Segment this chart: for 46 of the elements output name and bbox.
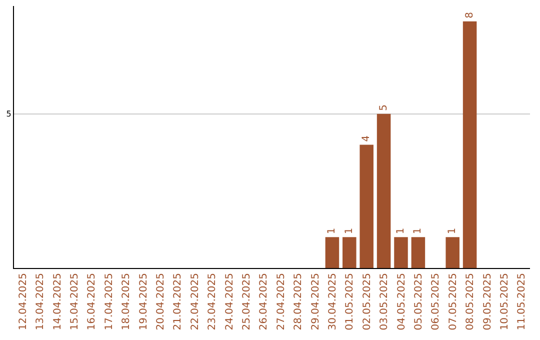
bar — [394, 237, 408, 268]
x-tick-label: 20.04.2025 — [155, 273, 166, 330]
x-tick-label: 26.04.2025 — [258, 273, 270, 330]
data-label: 1 — [344, 228, 355, 234]
x-tick-label: 06.05.2025 — [430, 273, 442, 330]
x-tick-label: 15.04.2025 — [69, 273, 80, 330]
x-tick-label: 24.04.2025 — [224, 273, 236, 330]
x-tick-label: 11.05.2025 — [516, 273, 528, 330]
x-tick-label: 01.05.2025 — [344, 273, 356, 330]
x-tick-label: 13.04.2025 — [35, 273, 46, 330]
bar — [462, 21, 477, 268]
data-label: 1 — [326, 228, 338, 234]
bar — [360, 144, 374, 268]
x-tick-label: 21.04.2025 — [172, 273, 184, 330]
data-label: 5 — [378, 104, 390, 111]
x-tick-label: 22.04.2025 — [190, 273, 201, 330]
x-tick-label: 12.04.2025 — [18, 273, 29, 330]
data-label: 1 — [447, 228, 458, 234]
bar — [342, 237, 356, 268]
x-tick-label: 27.04.2025 — [276, 273, 287, 330]
bar — [411, 237, 426, 268]
bar — [376, 114, 391, 268]
x-tick-label: 30.04.2025 — [327, 273, 338, 330]
x-tick-label: 14.04.2025 — [52, 273, 64, 330]
x-tick-label: 10.05.2025 — [499, 273, 510, 330]
data-label: 4 — [361, 135, 372, 142]
x-tick-label: 17.04.2025 — [104, 273, 115, 330]
x-tick-label: 28.04.2025 — [293, 273, 304, 330]
x-tick-label: 03.05.2025 — [379, 273, 390, 330]
bar — [325, 237, 340, 268]
x-tick-label: 25.04.2025 — [241, 273, 252, 330]
data-label: 8 — [464, 12, 476, 18]
bar — [446, 237, 460, 268]
data-label: 1 — [396, 228, 406, 234]
x-tick-label: 09.05.2025 — [482, 273, 494, 330]
x-tick-label: 23.04.2025 — [207, 273, 218, 330]
x-tick-label: 29.04.2025 — [310, 273, 322, 330]
x-tick-label: 08.05.2025 — [465, 273, 476, 330]
x-tick-label: 18.04.2025 — [121, 273, 132, 330]
x-tick-label: 05.05.2025 — [413, 273, 424, 330]
x-tick-label: 07.05.2025 — [448, 273, 459, 330]
x-tick-label: 16.04.2025 — [86, 273, 98, 330]
x-tick-label: 04.05.2025 — [396, 273, 408, 330]
x-tick-label: 19.04.2025 — [138, 273, 150, 330]
x-tick-label: 02.05.2025 — [362, 273, 373, 330]
data-label: 1 — [412, 228, 424, 234]
